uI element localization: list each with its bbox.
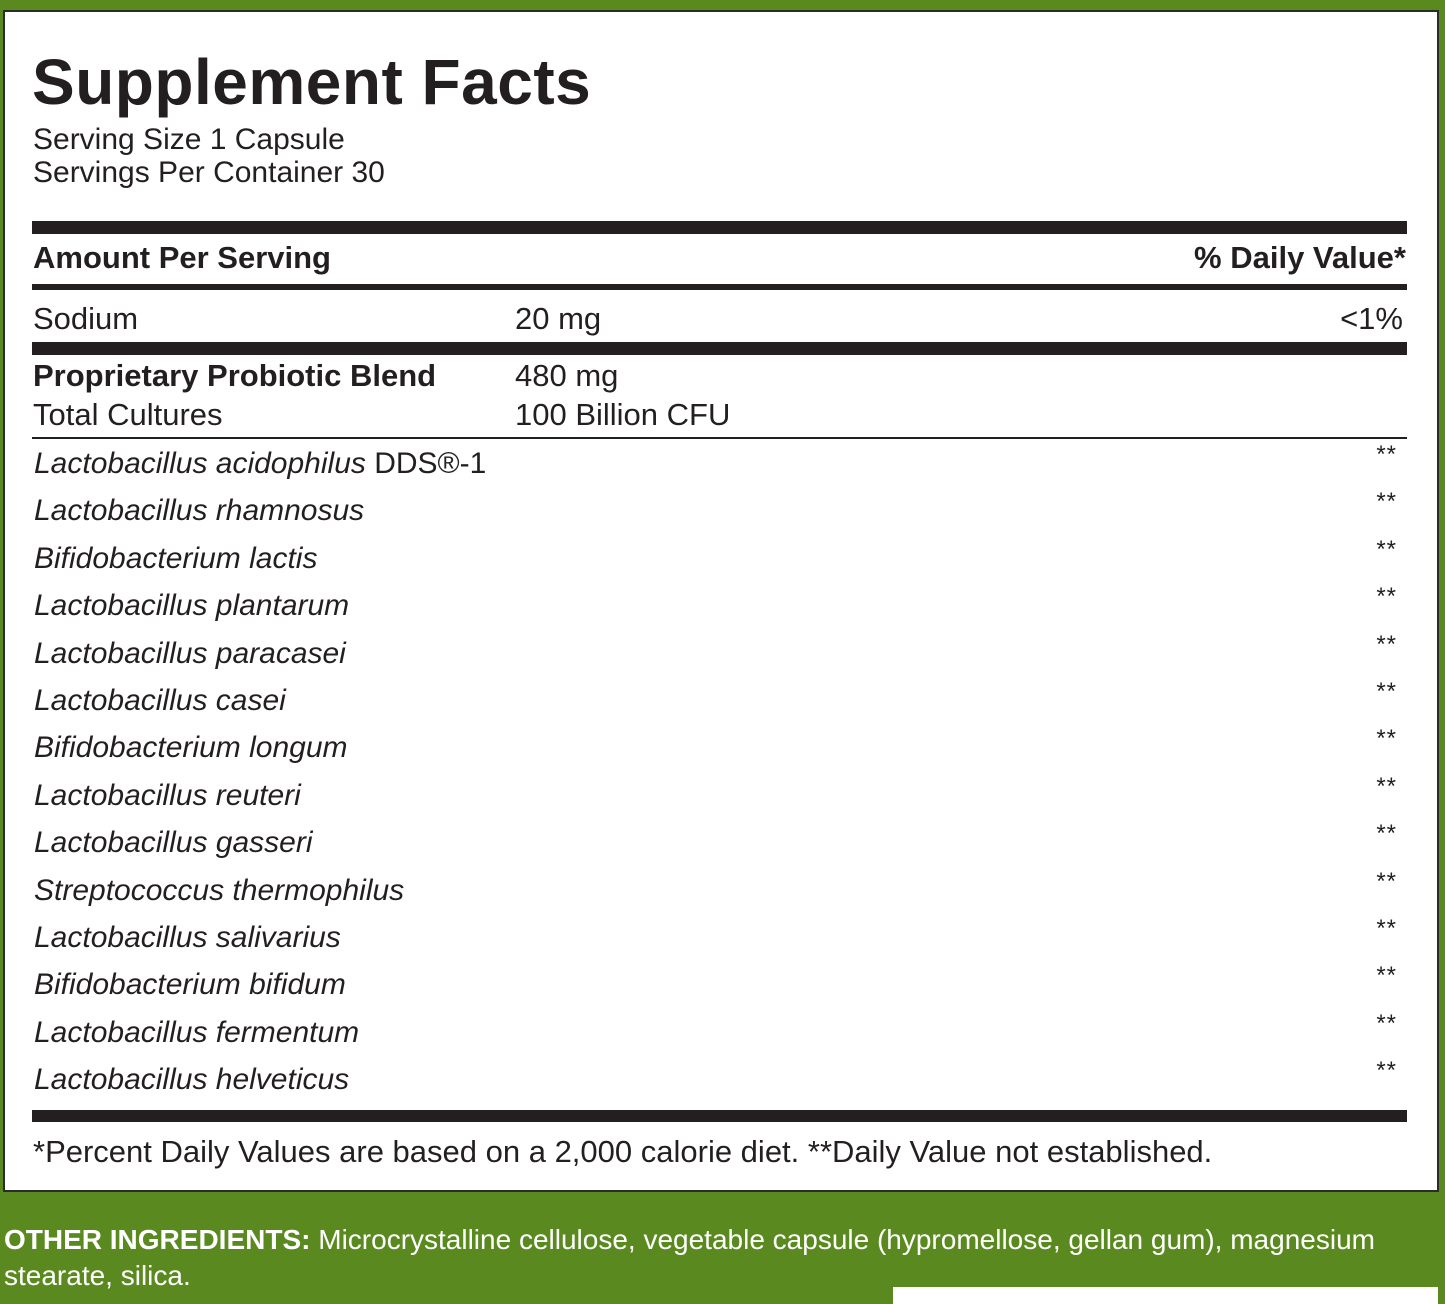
strain-name: Lactobacillus casei	[34, 684, 286, 717]
strain-name: Lactobacillus acidophilus DDS®-1	[34, 447, 487, 480]
strain-name: Lactobacillus rhamnosus	[34, 494, 365, 528]
nutrient-name: Sodium	[33, 301, 139, 336]
strain-dv: **	[1376, 1057, 1397, 1085]
rule	[32, 437, 1407, 439]
strain-dv: **	[1376, 1009, 1397, 1037]
facts-panel	[3, 10, 1439, 1192]
daily-value-header: % Daily Value*	[1194, 240, 1406, 275]
other-ingredients: OTHER INGREDIENTS: Microcrystalline cell…	[4, 1222, 1424, 1294]
servings-per-container: Servings Per Container 30	[33, 156, 385, 189]
strain-dv: **	[1376, 583, 1397, 611]
strain-name: Bifidobacterium bifidum	[34, 968, 346, 1002]
nutrient-amount: 20 mg	[515, 301, 602, 336]
strain-name: Lactobacillus paracasei	[34, 636, 346, 670]
strain-name: Bifidobacterium longum	[34, 731, 348, 765]
blend-name: Proprietary Probiotic Blend	[33, 358, 437, 393]
strain-name: Streptococcus thermophilus	[34, 873, 405, 907]
strain-dv: **	[1376, 962, 1397, 990]
blend-sub-amount: 100 Billion CFU	[515, 397, 731, 432]
other-text: Microcrystalline cellulose, vegetable ca…	[4, 1224, 1375, 1291]
amount-header: Amount Per Serving	[33, 240, 331, 275]
strain-name: Lactobacillus reuteri	[34, 778, 301, 812]
blend-amount: 480 mg	[515, 358, 619, 393]
strain-dv: **	[1376, 820, 1397, 848]
strain-dv: **	[1376, 915, 1397, 942]
strain-dv: **	[1376, 630, 1397, 658]
nutrient-dv: <1%	[1340, 301, 1403, 336]
strain-dv: **	[1376, 441, 1397, 468]
strain-name: Bifidobacterium lactis	[34, 541, 318, 575]
serving-size: Serving Size 1 Capsule	[33, 123, 345, 156]
strain-name: Lactobacillus gasseri	[34, 826, 313, 860]
strain-dv: **	[1376, 772, 1397, 800]
rule	[32, 284, 1407, 290]
other-label: OTHER INGREDIENTS:	[4, 1224, 311, 1255]
strain-suffix: DDS®-1	[374, 447, 487, 480]
title: Supplement Facts	[32, 46, 592, 118]
strain-dv: **	[1376, 678, 1397, 705]
blend-sub-name: Total Cultures	[33, 397, 223, 432]
rule	[32, 342, 1407, 355]
strain-dv: **	[1376, 535, 1397, 563]
footnote: *Percent Daily Values are based on a 2,0…	[33, 1134, 1213, 1169]
rule	[32, 221, 1407, 234]
strain-name: Lactobacillus fermentum	[34, 1015, 360, 1049]
strain-name: Lactobacillus salivarius	[34, 921, 341, 954]
rule	[32, 1110, 1407, 1122]
strain-dv: **	[1376, 488, 1397, 516]
strain-name: Lactobacillus helveticus	[34, 1063, 350, 1097]
corner-block	[893, 1287, 1438, 1304]
strain-name: Lactobacillus plantarum	[34, 589, 350, 623]
strain-dv: **	[1376, 867, 1397, 895]
strain-dv: **	[1376, 725, 1397, 753]
